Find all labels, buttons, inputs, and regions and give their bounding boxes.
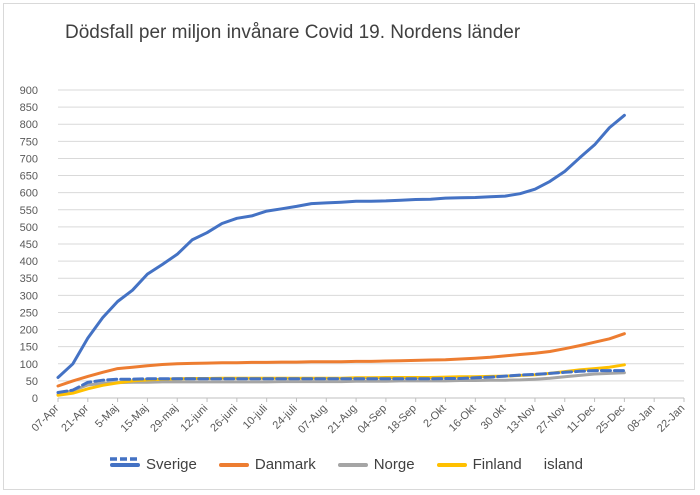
legend-label-norge: Norge (373, 456, 415, 473)
legend-label-island: island (543, 456, 583, 473)
y-tick-label: 650 (20, 171, 38, 183)
x-tick-label: 04-Sep (356, 402, 390, 436)
y-tick-label: 150 (20, 342, 38, 354)
x-tick-label: 22-Jan (655, 402, 687, 434)
x-tick-label: 5-Maj (93, 402, 121, 430)
x-tick-label: 08-Jan (625, 402, 657, 434)
x-tick-label: 25-Dec (594, 402, 628, 436)
x-tick-label: 21-Aug (326, 402, 360, 436)
y-tick-label: 750 (20, 136, 38, 148)
legend-item-danmark: Danmark (218, 456, 316, 473)
x-tick-label: 18-Sep (385, 402, 419, 436)
legend-item-island: island (110, 456, 583, 473)
legend-item-sverige: Sverige (110, 456, 197, 473)
x-tick-label: 13-Nov (505, 402, 539, 436)
y-tick-label: 800 (20, 119, 38, 131)
legend-label-finland: Finland (472, 456, 522, 473)
y-tick-label: 250 (20, 307, 38, 319)
x-tick-label: 29-maj (148, 402, 180, 434)
y-tick-label: 100 (20, 359, 38, 371)
legend-item-finland: Finland (436, 456, 522, 473)
series-line-island (56, 369, 626, 394)
y-tick-label: 400 (20, 256, 38, 268)
y-tick-label: 50 (26, 376, 38, 388)
x-tick-label: 27-Nov (534, 402, 568, 436)
legend-swatch-island (110, 457, 140, 461)
y-tick-label: 550 (20, 205, 38, 217)
y-tick-label: 700 (20, 153, 38, 165)
legend-swatch-sverige (110, 462, 140, 467)
legend-swatch-norge (337, 462, 368, 467)
y-tick-label: 900 (20, 85, 38, 97)
x-tick-label: 16-Okt (447, 402, 479, 434)
y-tick-label: 300 (20, 290, 38, 302)
x-tick-label: 07-Aug (296, 402, 330, 436)
chart-title: Dödsfall per miljon invånare Covid 19. N… (65, 22, 521, 43)
series-line-sverige (56, 113, 626, 379)
y-tick-label: 850 (20, 102, 38, 114)
y-tick-label: 600 (20, 188, 38, 200)
legend-swatch-danmark (218, 462, 249, 467)
y-tick-label: 500 (20, 222, 38, 234)
legend-swatch-finland (436, 462, 467, 467)
series-line-norge (56, 371, 626, 397)
x-tick-label: 21-Apr (59, 402, 91, 434)
legend-label-sverige: Sverige (146, 456, 197, 473)
series-line-danmark (56, 332, 626, 388)
legend-item-norge: Norge (337, 456, 415, 473)
legend-label-danmark: Danmark (254, 456, 316, 473)
y-tick-label: 450 (20, 239, 38, 251)
x-tick-label: 15-Maj (118, 402, 150, 434)
chart-frame (3, 3, 695, 490)
y-tick-label: 200 (20, 325, 38, 337)
x-tick-label: 2-Okt (421, 402, 449, 430)
y-tick-label: 0 (32, 393, 38, 405)
x-tick-label: 07-Apr (29, 402, 61, 434)
x-tick-label: 11-Dec (565, 402, 598, 435)
y-tick-label: 350 (20, 273, 38, 285)
x-tick-label: 12-juni (178, 402, 210, 434)
x-tick-label: 26-juni (208, 402, 240, 434)
legend: Sverige Danmark Norge Finland island (110, 456, 583, 473)
x-tick-label: 10-juli (241, 402, 270, 431)
